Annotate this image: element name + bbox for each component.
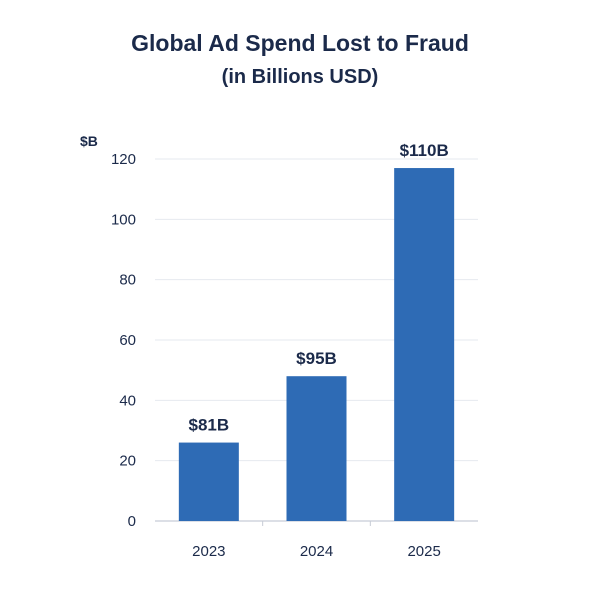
bar-value-label: $110B <box>400 141 449 160</box>
x-axis-ticks: 2023 2024 2025 <box>192 521 441 560</box>
y-tick-label: 20 <box>119 453 136 470</box>
y-tick-label: 100 <box>111 211 136 228</box>
y-tick-label: 120 <box>111 151 136 168</box>
x-tick-label: 2025 <box>407 543 440 560</box>
chart-subtitle: (in Billions USD) <box>221 66 379 88</box>
y-axis-ticks: 0 20 40 60 80 100 120 <box>111 151 136 530</box>
y-tick-label: 80 <box>119 272 136 289</box>
bar-value-label: $81B <box>189 416 230 435</box>
y-tick-label: 60 <box>119 332 136 349</box>
chart-title: Global Ad Spend Lost to Fraud <box>131 30 469 56</box>
y-axis-unit-label: $B <box>80 133 98 149</box>
bar-2024 <box>286 376 347 521</box>
bar-2025 <box>394 168 455 522</box>
y-tick-label: 0 <box>128 513 136 530</box>
bar-value-label: $95B <box>296 349 337 368</box>
x-tick-label: 2023 <box>192 543 225 560</box>
bars: $81B $95B $110B <box>178 141 455 522</box>
y-tick-label: 40 <box>119 392 136 409</box>
bar-2023 <box>178 442 239 521</box>
x-tick-label: 2024 <box>300 543 333 560</box>
